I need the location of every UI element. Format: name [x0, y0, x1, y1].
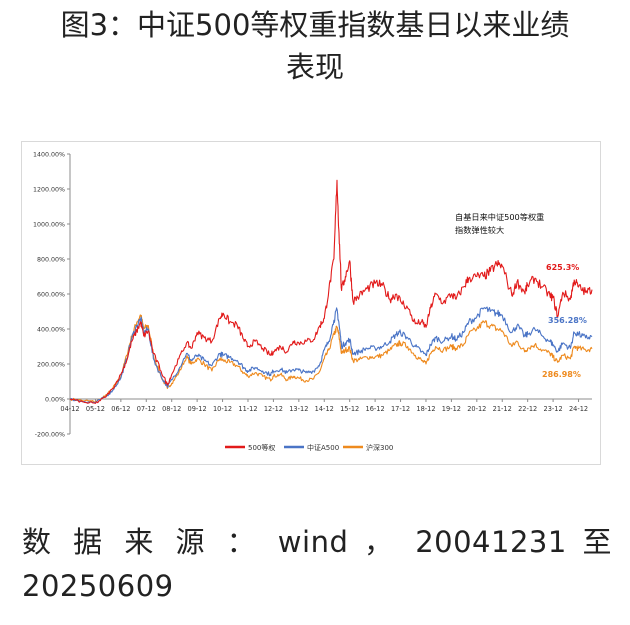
series-end-label: 356.28%: [548, 316, 587, 325]
series-end-label: 625.3%: [546, 263, 579, 272]
figure-title-line1: 图3：中证500等权重指数基日以来业绩: [60, 8, 570, 42]
x-tick-label: 19-12: [442, 405, 461, 413]
x-tick-label: 22-12: [518, 405, 537, 413]
y-tick-label: 600.00%: [37, 292, 65, 299]
x-tick-label: 23-12: [544, 405, 563, 413]
y-tick-label: 200.00%: [37, 362, 65, 369]
x-tick-label: 15-12: [340, 405, 359, 413]
series-line-1: [69, 306, 593, 404]
figure-title: 图3：中证500等权重指数基日以来业绩 表现: [0, 4, 630, 88]
x-tick-label: 20-12: [467, 405, 486, 413]
figure-title-line2: 表现: [285, 50, 344, 84]
legend-label: 沪深300: [366, 443, 393, 452]
y-tick-label: 0.00%: [45, 397, 65, 404]
x-tick-label: 09-12: [188, 405, 207, 413]
legend-label: 500等权: [248, 443, 275, 452]
x-tick-label: 21-12: [493, 405, 512, 413]
x-tick-label: 24-12: [569, 405, 588, 413]
y-tick-label: 1400.00%: [33, 152, 65, 159]
chart-annotation-line1: 自基日来中证500等权重: [455, 212, 544, 222]
source-note: 数 据 来 源 ： wind ， 20041231 至 20250609: [22, 525, 612, 603]
chart-frame: -200.00% 0.00% 200.00% 400.00% 600.00% 800.00…: [21, 141, 601, 465]
x-tick-label: 10-12: [213, 405, 232, 413]
y-tick-label: 1200.00%: [33, 187, 65, 194]
y-tick-label: 1000.00%: [33, 222, 65, 229]
x-tick-label: 08-12: [162, 405, 181, 413]
line-chart: -200.00% 0.00% 200.00% 400.00% 600.00% 800.00…: [33, 152, 593, 452]
series-end-label: 286.98%: [542, 370, 581, 379]
y-tick-label: 800.00%: [37, 257, 65, 264]
x-tick-label: 18-12: [416, 405, 435, 413]
x-tick-label: 04-12: [60, 405, 79, 413]
chart-axes: -200.00% 0.00% 200.00% 400.00% 600.00% 800.00…: [33, 152, 592, 439]
y-tick-label: -200.00%: [35, 432, 65, 439]
x-tick-label: 11-12: [238, 405, 257, 413]
x-tick-label: 13-12: [289, 405, 308, 413]
legend-label: 中证A500: [307, 443, 339, 452]
x-tick-label: 07-12: [137, 405, 156, 413]
x-tick-label: 17-12: [391, 405, 410, 413]
x-tick-label: 05-12: [86, 405, 105, 413]
x-tick-label: 12-12: [264, 405, 283, 413]
x-tick-label: 16-12: [366, 405, 385, 413]
chart-lines: [69, 179, 593, 404]
y-tick-label: 400.00%: [37, 327, 65, 334]
x-tick-label: 06-12: [111, 405, 130, 413]
x-tick-label: 14-12: [315, 405, 334, 413]
chart-annotation-line2: 指数弹性较大: [455, 225, 504, 235]
chart-legend: 500等权 中证A500 沪深300: [225, 443, 393, 452]
series-line-0: [69, 179, 593, 404]
